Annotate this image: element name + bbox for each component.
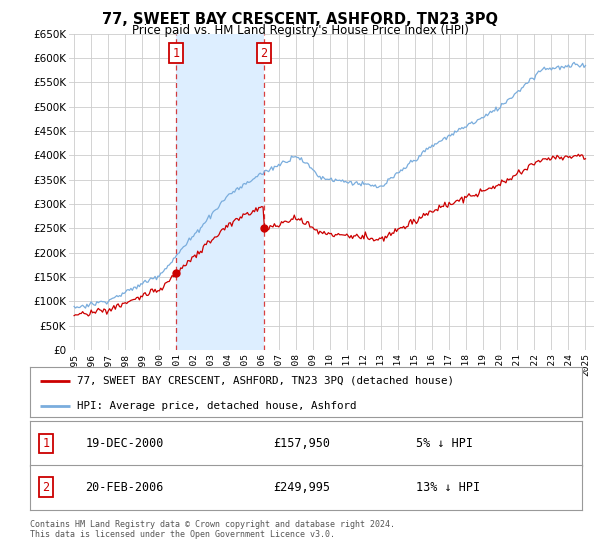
Text: 13% ↓ HPI: 13% ↓ HPI: [416, 480, 481, 494]
Bar: [176, 34, 264, 350]
Text: 1: 1: [172, 46, 179, 59]
Text: HPI: Average price, detached house, Ashford: HPI: Average price, detached house, Ashf…: [77, 401, 356, 411]
Text: 2: 2: [260, 46, 268, 59]
Text: £157,950: £157,950: [273, 437, 330, 450]
Text: 19-DEC-2000: 19-DEC-2000: [85, 437, 164, 450]
Text: Contains HM Land Registry data © Crown copyright and database right 2024.
This d: Contains HM Land Registry data © Crown c…: [30, 520, 395, 539]
Text: 1: 1: [42, 437, 49, 450]
Text: 77, SWEET BAY CRESCENT, ASHFORD, TN23 3PQ (detached house): 77, SWEET BAY CRESCENT, ASHFORD, TN23 3P…: [77, 376, 454, 386]
Text: 77, SWEET BAY CRESCENT, ASHFORD, TN23 3PQ: 77, SWEET BAY CRESCENT, ASHFORD, TN23 3P…: [102, 12, 498, 27]
Text: £249,995: £249,995: [273, 480, 330, 494]
Text: 20-FEB-2006: 20-FEB-2006: [85, 480, 164, 494]
Text: Price paid vs. HM Land Registry's House Price Index (HPI): Price paid vs. HM Land Registry's House …: [131, 24, 469, 37]
Text: 2: 2: [42, 480, 49, 494]
Text: 5% ↓ HPI: 5% ↓ HPI: [416, 437, 473, 450]
